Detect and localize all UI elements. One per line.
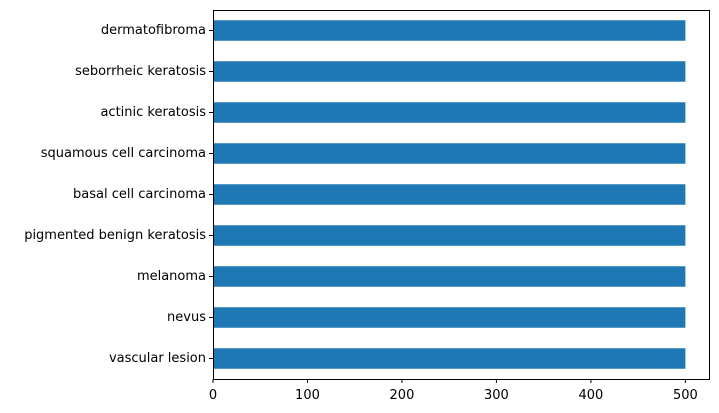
- y-category-labels: dermatofibroma seborrheic keratosis actini…: [24, 23, 206, 366]
- y-category-label: basal cell carcinoma: [73, 187, 206, 202]
- bar: [213, 307, 686, 328]
- y-category-label: seborrheic keratosis: [75, 64, 206, 79]
- plot-frame: [213, 10, 710, 380]
- x-tick-label: 400: [578, 388, 603, 403]
- x-tick-label: 300: [484, 388, 509, 403]
- bar: [213, 184, 686, 205]
- bar: [213, 348, 686, 369]
- x-axis-ticks: 0 100 200 300 400 500: [209, 379, 698, 403]
- x-tick-label: 100: [295, 388, 320, 403]
- bar: [213, 102, 686, 123]
- y-category-label: actinic keratosis: [100, 105, 206, 120]
- x-tick-label: 200: [390, 388, 415, 403]
- y-category-label: nevus: [167, 310, 206, 325]
- bar: [213, 61, 686, 82]
- y-category-label: pigmented benign keratosis: [24, 228, 206, 243]
- bar: [213, 225, 686, 246]
- x-tick-label: 500: [673, 388, 698, 403]
- bar: [213, 143, 686, 164]
- bar: [213, 20, 686, 41]
- bars-group: [213, 20, 686, 369]
- bar: [213, 266, 686, 287]
- y-category-label: dermatofibroma: [101, 23, 206, 38]
- y-category-label: melanoma: [137, 269, 206, 284]
- y-tick-marks: [209, 30, 213, 359]
- y-category-label: squamous cell carcinoma: [41, 146, 206, 161]
- x-tick-label: 0: [209, 388, 217, 403]
- y-category-label: vascular lesion: [109, 351, 206, 366]
